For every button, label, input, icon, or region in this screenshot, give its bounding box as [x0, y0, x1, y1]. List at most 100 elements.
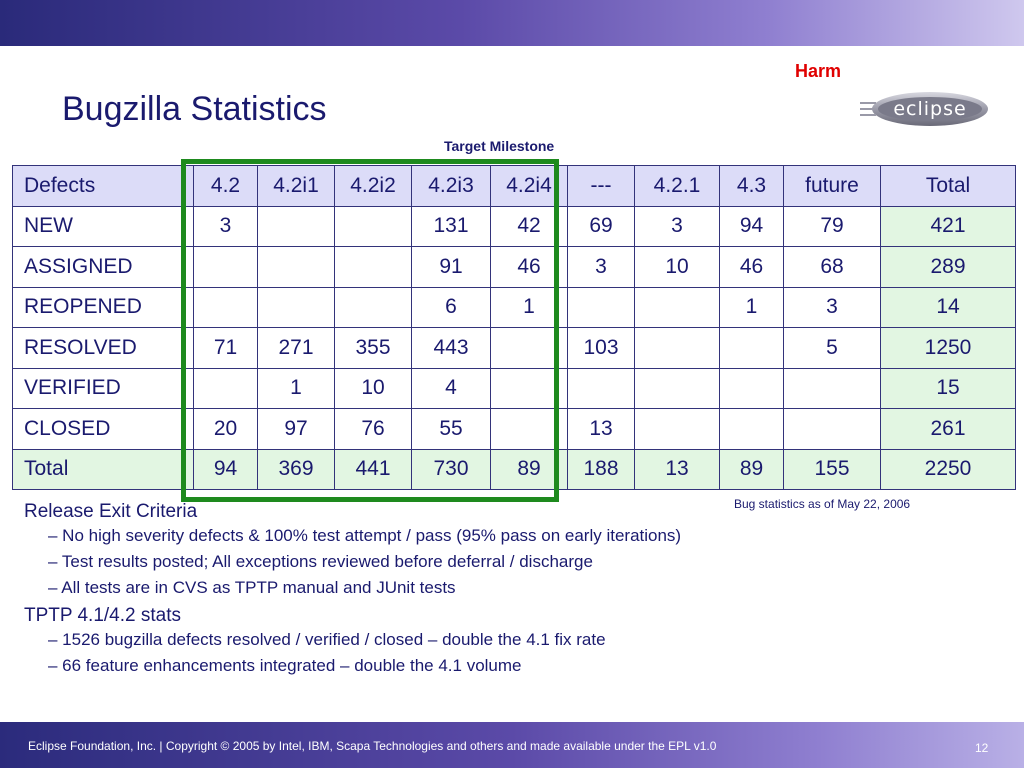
- header-cell: 4.2: [193, 165, 258, 207]
- table-header-row: Defects 4.2 4.2i1 4.2i2 4.2i3 4.2i4 --- …: [12, 165, 1016, 207]
- eclipse-logo: eclipse: [860, 92, 988, 126]
- table-cell: 3: [783, 286, 881, 328]
- table-cell: [193, 246, 258, 288]
- table-cell: 97: [257, 408, 335, 450]
- table-cell: [490, 408, 568, 450]
- top-banner: [0, 0, 1024, 46]
- statistics-date-note: Bug statistics as of May 22, 2006: [734, 497, 911, 511]
- table-cell: [257, 205, 335, 247]
- table-cell: 1: [490, 286, 568, 328]
- table-cell: 443: [411, 327, 491, 369]
- table-cell: [719, 408, 784, 450]
- header-cell: 4.2i2: [334, 165, 412, 207]
- header-cell: 4.2i3: [411, 165, 491, 207]
- section-heading: TPTP 4.1/4.2 stats: [24, 605, 182, 626]
- header-cell: 4.2i4: [490, 165, 568, 207]
- table-cell: 89: [490, 448, 568, 490]
- table-total-row: Total 94 369 441 730 89 188 13 89 155 22…: [12, 448, 1016, 490]
- table-row: VERIFIED 1 10 4 15: [12, 367, 1016, 409]
- table-cell: 421: [880, 205, 1016, 247]
- table-cell: 76: [334, 408, 412, 450]
- table-cell: 355: [334, 327, 412, 369]
- author-name: Harm: [795, 61, 842, 81]
- table-row: REOPENED 6 1 1 3 14: [12, 286, 1016, 328]
- table-cell: 69: [567, 205, 635, 247]
- table-cell: 271: [257, 327, 335, 369]
- table-row: CLOSED 20 97 76 55 13 261: [12, 408, 1016, 450]
- table-cell: 94: [193, 448, 258, 490]
- table-cell: [634, 286, 720, 328]
- table-cell: 42: [490, 205, 568, 247]
- table-row: NEW 3 131 42 69 3 94 79 421: [12, 205, 1016, 247]
- table-cell: [634, 367, 720, 409]
- table-cell: 2250: [880, 448, 1016, 490]
- table-cell: 10: [634, 246, 720, 288]
- header-cell: 4.3: [719, 165, 784, 207]
- table-cell: 1: [719, 286, 784, 328]
- row-label: REOPENED: [12, 286, 194, 328]
- table-cell: [567, 286, 635, 328]
- table-cell: 14: [880, 286, 1016, 328]
- table-cell: [490, 327, 568, 369]
- table-cell: 188: [567, 448, 635, 490]
- bullet-item: – All tests are in CVS as TPTP manual an…: [48, 578, 456, 597]
- footer-banner: [0, 722, 1024, 768]
- table-cell: 155: [783, 448, 881, 490]
- bullet-list: Release Exit Criteria – No high severity…: [24, 501, 681, 679]
- bullet-item: – No high severity defects & 100% test a…: [48, 526, 682, 545]
- table-cell: 15: [880, 367, 1016, 409]
- table-cell: 3: [193, 205, 258, 247]
- table-cell: [634, 408, 720, 450]
- table-cell: 46: [490, 246, 568, 288]
- header-cell: Defects: [12, 165, 194, 207]
- table-cell: 79: [783, 205, 881, 247]
- row-label: CLOSED: [12, 408, 194, 450]
- table-cell: [490, 367, 568, 409]
- row-label: ASSIGNED: [12, 246, 194, 288]
- slide-title: Bugzilla Statistics: [62, 90, 327, 128]
- table-cell: 94: [719, 205, 784, 247]
- table-cell: 89: [719, 448, 784, 490]
- table-cell: [783, 367, 881, 409]
- table-cell: [634, 327, 720, 369]
- header-cell: future: [783, 165, 881, 207]
- table-cell: 5: [783, 327, 881, 369]
- table-cell: 55: [411, 408, 491, 450]
- table-cell: 20: [193, 408, 258, 450]
- table-cell: [334, 286, 412, 328]
- row-label: Total: [12, 448, 194, 490]
- table-cell: 103: [567, 327, 635, 369]
- table-cell: 131: [411, 205, 491, 247]
- table-cell: [257, 286, 335, 328]
- footer-copyright: Eclipse Foundation, Inc. | Copyright © 2…: [28, 739, 717, 753]
- row-label: VERIFIED: [12, 367, 194, 409]
- header-cell: 4.2.1: [634, 165, 720, 207]
- table-cell: [783, 408, 881, 450]
- bullet-item: – 66 feature enhancements integrated – d…: [48, 656, 522, 675]
- table-cell: 13: [567, 408, 635, 450]
- table-cell: 46: [719, 246, 784, 288]
- table-cell: [334, 246, 412, 288]
- table-cell: [257, 246, 335, 288]
- table-cell: 68: [783, 246, 881, 288]
- table-cell: [193, 367, 258, 409]
- table-cell: [719, 367, 784, 409]
- table-cell: 441: [334, 448, 412, 490]
- bug-statistics-table: Defects 4.2 4.2i1 4.2i2 4.2i3 4.2i4 --- …: [12, 165, 1016, 490]
- row-label: NEW: [12, 205, 194, 247]
- table-cell: 730: [411, 448, 491, 490]
- header-cell: Total: [880, 165, 1016, 207]
- table-cell: 91: [411, 246, 491, 288]
- table-cell: 289: [880, 246, 1016, 288]
- table-cell: 369: [257, 448, 335, 490]
- table-row: RESOLVED 71 271 355 443 103 5 1250: [12, 327, 1016, 369]
- table-cell: [567, 367, 635, 409]
- row-label: RESOLVED: [12, 327, 194, 369]
- table-cell: [193, 286, 258, 328]
- table-cell: 3: [567, 246, 635, 288]
- table-cell: 1250: [880, 327, 1016, 369]
- section-heading: Release Exit Criteria: [24, 501, 198, 522]
- header-cell: 4.2i1: [257, 165, 335, 207]
- table-cell: 6: [411, 286, 491, 328]
- bullet-item: – Test results posted; All exceptions re…: [48, 552, 593, 571]
